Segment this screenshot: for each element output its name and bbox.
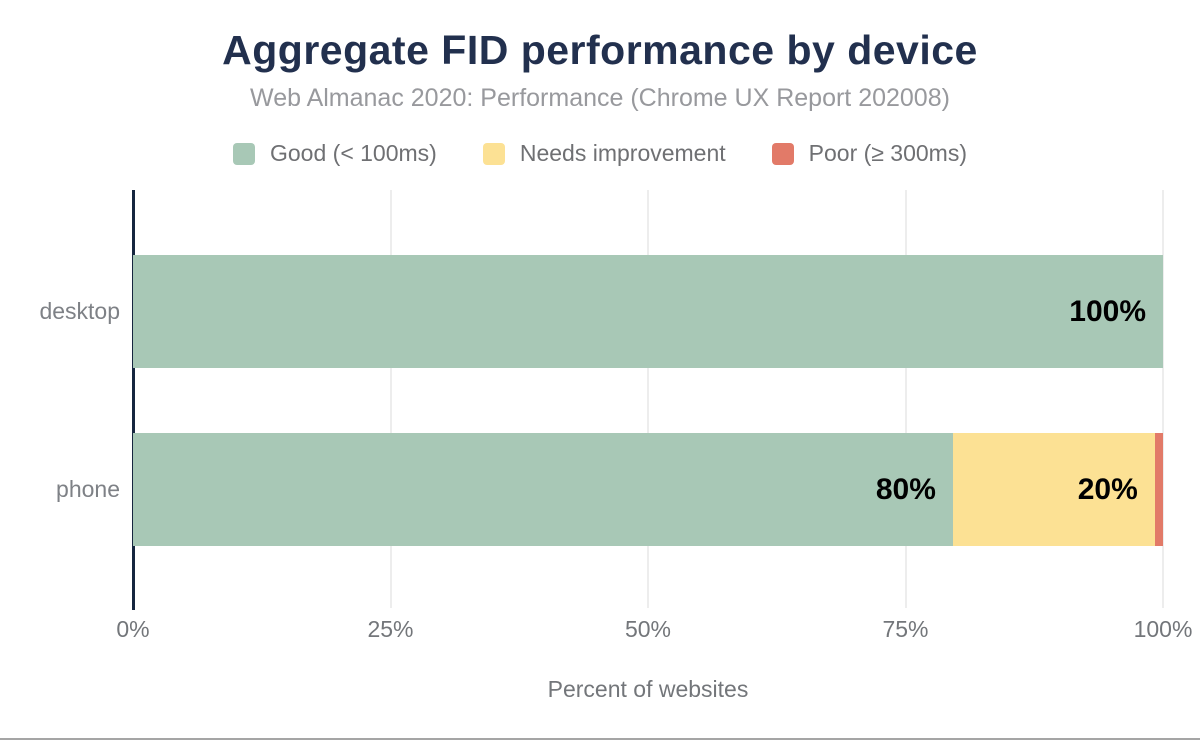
legend: Good (< 100ms) Needs improvement Poor (≥… xyxy=(0,140,1200,167)
bar-segment: 80% xyxy=(133,433,953,546)
x-axis-title: Percent of websites xyxy=(547,676,749,702)
x-tick-label: 100% xyxy=(1133,616,1193,642)
bar-segment xyxy=(1154,433,1163,546)
plot-area: 100% 80% 20% xyxy=(132,190,1164,612)
legend-label-needs-improvement: Needs improvement xyxy=(519,140,726,166)
gridline xyxy=(904,190,907,608)
x-tick-label: 50% xyxy=(624,616,672,642)
chart-title: Aggregate FID performance by device xyxy=(222,27,978,73)
bar-row-phone: 80% 20% xyxy=(133,433,1163,546)
y-axis-line xyxy=(132,190,135,610)
legend-label-good: Good (< 100ms) xyxy=(270,140,437,166)
bottom-divider xyxy=(0,738,1200,740)
bar-segment: 20% xyxy=(952,433,1155,546)
gridline xyxy=(647,190,649,608)
gridline xyxy=(389,190,392,608)
legend-item-good: Good (< 100ms) xyxy=(233,140,437,167)
bar-value-label: 100% xyxy=(1069,294,1146,328)
legend-swatch-poor-icon xyxy=(771,142,794,165)
legend-item-poor: Poor (≥ 300ms) xyxy=(771,140,967,167)
y-axis-labels: desktop phone xyxy=(0,190,120,612)
y-axis-label-desktop: desktop xyxy=(39,298,120,324)
x-tick-label: 25% xyxy=(367,616,414,642)
gridline xyxy=(1162,190,1164,608)
x-tick-label: 0% xyxy=(116,616,150,642)
legend-swatch-good-icon xyxy=(233,142,255,165)
bar-value-label: 20% xyxy=(1077,472,1138,506)
y-axis-label-phone: phone xyxy=(56,476,120,502)
bar-value-label: 80% xyxy=(875,472,936,506)
x-axis-ticks: 0% 25% 50% 75% 100% xyxy=(116,616,1192,646)
chart-subtitle: Web Almanac 2020: Performance (Chrome UX… xyxy=(250,84,950,112)
x-tick-label: 75% xyxy=(882,616,929,642)
legend-item-needs-improvement: Needs improvement xyxy=(482,140,726,167)
legend-label-poor: Poor (≥ 300ms) xyxy=(808,140,967,166)
bar-row-desktop: 100% xyxy=(133,255,1163,368)
bar-segment: 100% xyxy=(133,255,1163,368)
legend-swatch-needs-improvement-icon xyxy=(482,142,505,165)
